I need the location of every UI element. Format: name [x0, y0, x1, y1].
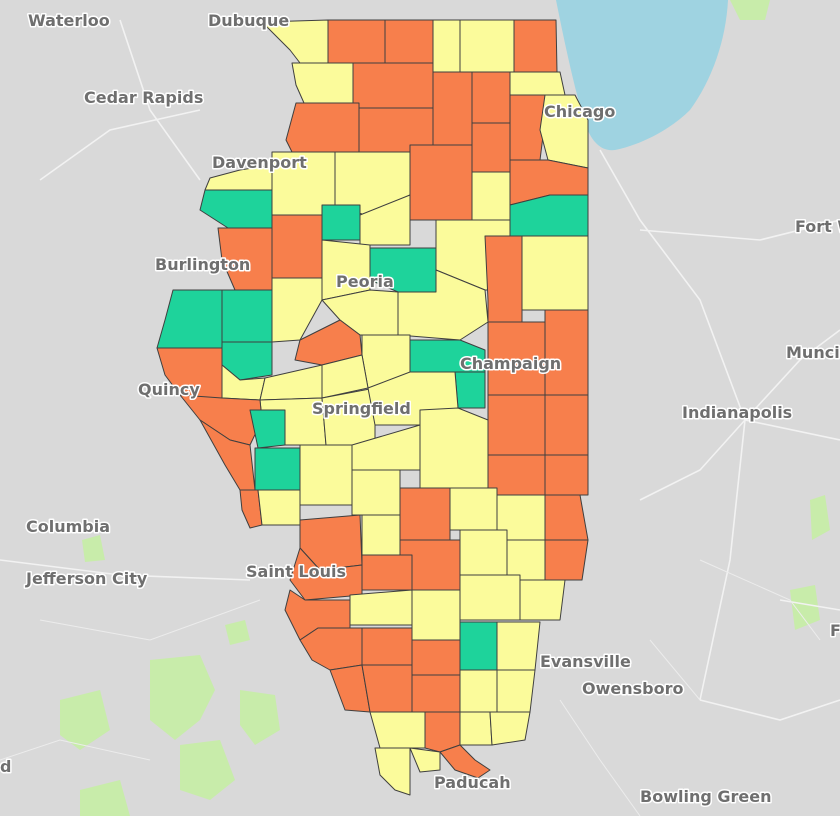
city-label-edge-left: d — [0, 757, 11, 776]
county[interactable] — [519, 579, 566, 621]
county[interactable] — [506, 539, 546, 581]
city-labels: Waterloo Dubuque Cedar Rapids Chicago Da… — [0, 10, 840, 808]
county[interactable] — [361, 554, 413, 591]
county[interactable] — [544, 494, 589, 541]
county[interactable] — [239, 489, 263, 529]
county[interactable] — [257, 489, 301, 526]
county[interactable] — [361, 664, 413, 713]
city-label-owensboro: Owensboro — [582, 679, 683, 698]
county[interactable] — [271, 214, 323, 279]
city-label-paducah: Paducah — [434, 773, 511, 792]
county[interactable] — [432, 71, 473, 146]
county[interactable] — [221, 341, 273, 381]
county[interactable] — [432, 19, 461, 73]
county[interactable] — [544, 309, 589, 396]
county[interactable] — [489, 711, 531, 746]
county[interactable] — [409, 747, 441, 773]
city-label-waterloo: Waterloo — [28, 11, 110, 30]
county[interactable] — [299, 444, 353, 506]
county[interactable] — [459, 529, 508, 576]
county[interactable] — [409, 144, 473, 221]
county[interactable] — [544, 394, 589, 456]
lake-michigan — [556, 0, 728, 151]
city-label-bowling-green: Bowling Green — [640, 787, 771, 806]
county[interactable] — [359, 194, 411, 246]
county[interactable] — [471, 71, 511, 124]
city-label-peoria: Peoria — [336, 272, 394, 291]
county[interactable] — [351, 469, 401, 516]
illinois-counties — [156, 19, 589, 796]
county[interactable] — [419, 407, 489, 489]
county[interactable] — [249, 409, 286, 449]
county[interactable] — [411, 589, 461, 641]
county[interactable] — [496, 669, 536, 713]
county[interactable] — [459, 574, 521, 621]
park-areas — [60, 0, 830, 816]
city-label-columbia: Columbia — [26, 517, 110, 536]
county[interactable] — [271, 277, 323, 343]
city-label-evansville: Evansville — [540, 652, 631, 671]
county[interactable] — [411, 674, 461, 713]
county[interactable] — [471, 122, 511, 173]
county[interactable] — [509, 194, 589, 237]
city-label-dubuque: Dubuque — [208, 11, 289, 30]
county[interactable] — [449, 487, 498, 531]
city-label-chicago: Chicago — [544, 102, 615, 121]
county[interactable] — [496, 621, 541, 671]
county[interactable] — [521, 235, 589, 311]
county[interactable] — [321, 204, 361, 241]
county[interactable] — [424, 711, 461, 753]
city-label-muncie: Munci — [786, 343, 840, 362]
city-label-champaign: Champaign — [460, 354, 561, 373]
county[interactable] — [349, 589, 413, 626]
county[interactable] — [327, 19, 386, 64]
city-label-saint-louis: Saint Louis — [246, 562, 346, 581]
city-label-jefferson-city: Jefferson City — [25, 569, 148, 588]
county[interactable] — [291, 62, 354, 104]
county[interactable] — [544, 454, 589, 496]
city-label-quincy: Quincy — [138, 380, 200, 399]
city-label-cedar-rapids: Cedar Rapids — [84, 88, 203, 107]
county[interactable] — [369, 711, 426, 749]
county[interactable] — [454, 371, 486, 409]
county[interactable] — [399, 487, 451, 541]
county[interactable] — [459, 669, 498, 713]
county[interactable] — [471, 171, 511, 221]
county[interactable] — [374, 747, 411, 796]
county[interactable] — [254, 447, 301, 491]
county[interactable] — [352, 62, 434, 109]
county[interactable] — [459, 711, 493, 746]
city-label-springfield: Springfield — [312, 399, 411, 418]
county[interactable] — [484, 235, 523, 323]
city-label-edge-right: F — [830, 621, 840, 640]
roads — [0, 19, 840, 816]
county[interactable] — [513, 19, 558, 73]
county[interactable] — [361, 627, 413, 666]
county[interactable] — [544, 539, 589, 581]
county[interactable] — [439, 744, 491, 779]
county[interactable] — [285, 102, 360, 153]
county[interactable] — [509, 94, 546, 161]
county[interactable] — [487, 394, 546, 456]
county[interactable] — [459, 621, 498, 671]
county[interactable] — [221, 289, 273, 343]
city-label-fort-wayne: Fort W — [795, 217, 840, 236]
county[interactable] — [459, 19, 515, 73]
county[interactable] — [361, 514, 401, 556]
city-label-burlington: Burlington — [155, 255, 250, 274]
county[interactable] — [411, 639, 461, 676]
city-label-indianapolis: Indianapolis — [682, 403, 792, 422]
city-label-davenport: Davenport — [212, 153, 307, 172]
